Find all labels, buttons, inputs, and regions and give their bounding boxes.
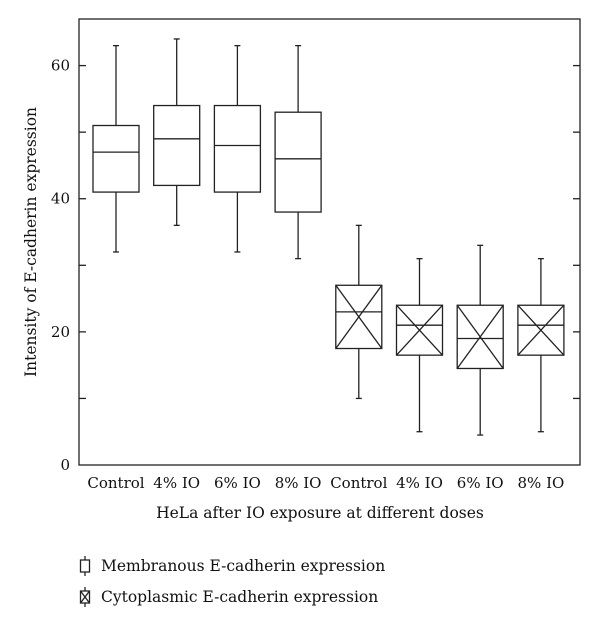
x-axis-title: HeLa after IO exposure at different dose… bbox=[156, 504, 484, 522]
x-tick-label: 6% IO bbox=[457, 474, 504, 492]
iqr-box bbox=[274, 111, 322, 213]
y-axis-ticks: 0 20 40 60 bbox=[51, 57, 580, 474]
box-cross-b bbox=[396, 304, 443, 356]
y-tick-label: 60 bbox=[51, 57, 70, 75]
box-cross-b bbox=[335, 284, 383, 349]
legend-entry-cytoplasmic: Cytoplasmic E-cadherin expression bbox=[79, 587, 378, 607]
y-axis-title: Intensity of E-cadherin expression bbox=[22, 107, 40, 377]
cytoplasmic-box-3 bbox=[456, 244, 504, 436]
x-tick-label: Control bbox=[330, 474, 387, 492]
y-tick-label: 0 bbox=[60, 456, 70, 474]
cytoplasmic-box-1 bbox=[335, 224, 383, 400]
x-tick-label: Control bbox=[87, 474, 144, 492]
box-series bbox=[92, 38, 565, 436]
iqr-box bbox=[153, 104, 201, 187]
x-tick-label: 4% IO bbox=[153, 474, 200, 492]
membranous-box-2 bbox=[153, 38, 201, 227]
membranous-box-4 bbox=[274, 44, 322, 260]
legend: Membranous E-cadherin expression Cytoplas… bbox=[79, 556, 385, 607]
y-tick-label: 20 bbox=[51, 323, 70, 341]
iqr-box bbox=[213, 104, 262, 193]
cytoplasmic-box-2 bbox=[395, 257, 444, 433]
cytoplasmic-box-4 bbox=[517, 257, 565, 433]
iqr-box bbox=[92, 124, 140, 193]
legend-cross-b bbox=[79, 590, 91, 604]
plot-frame bbox=[78, 18, 581, 466]
membranous-box-1 bbox=[92, 44, 140, 253]
x-tick-label: 4% IO bbox=[396, 474, 443, 492]
x-tick-label: 8% IO bbox=[518, 474, 565, 492]
legend-label: Membranous E-cadherin expression bbox=[101, 557, 385, 575]
x-tick-label: 6% IO bbox=[214, 474, 261, 492]
x-tick-label: 8% IO bbox=[275, 474, 322, 492]
membranous-box-3 bbox=[213, 44, 262, 253]
box-cross-b bbox=[517, 304, 565, 356]
box-cross-b bbox=[456, 304, 504, 369]
legend-box-icon bbox=[79, 559, 91, 573]
legend-label: Cytoplasmic E-cadherin expression bbox=[101, 588, 378, 606]
y-tick-label: 40 bbox=[51, 190, 70, 208]
legend-entry-membranous: Membranous E-cadherin expression bbox=[79, 556, 385, 576]
x-axis-tick-labels: Control 4% IO 6% IO 8% IO Control 4% IO 6% IO 8… bbox=[87, 474, 564, 492]
